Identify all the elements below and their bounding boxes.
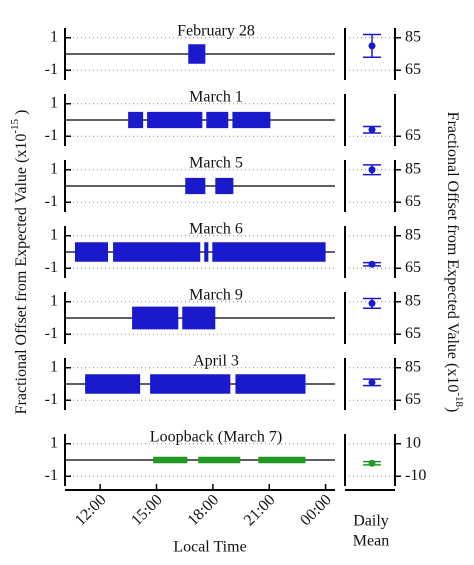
data-cluster — [235, 374, 306, 394]
data-cluster — [198, 456, 241, 464]
mean-point — [368, 459, 376, 467]
x-tick-label: 15:00 — [128, 491, 166, 529]
mean-point — [368, 378, 376, 386]
x-axis-label: Local Time — [173, 539, 246, 556]
x-tick-label: 00:00 — [297, 491, 335, 529]
data-cluster — [132, 306, 179, 330]
y-axis-label-text: ) — [13, 110, 30, 119]
y-tick-label: 1 — [50, 28, 58, 45]
y2-tick-label: 65 — [405, 391, 421, 408]
y-tick-label: 1 — [50, 292, 58, 309]
panel-title: February 28 — [177, 23, 255, 40]
y-tick-label: 1 — [50, 94, 58, 111]
y2-axis-label-text: Fractional Offset from Expected Value (x… — [444, 112, 461, 393]
panel-title: March 5 — [189, 155, 243, 172]
y2-tick-label: 65 — [405, 61, 421, 78]
y2-tick-label: 65 — [405, 193, 421, 210]
y-tick-label: -1 — [45, 259, 58, 276]
x-tick-label: 18:00 — [184, 491, 222, 529]
mean-point — [368, 42, 376, 50]
y-tick-label: -1 — [45, 325, 58, 342]
y2-tick-label: 85 — [405, 226, 421, 243]
data-cluster — [204, 242, 209, 262]
y-axis-label: Fractional Offset from Expected Value (x… — [9, 110, 30, 415]
data-cluster — [258, 456, 306, 464]
mean-point — [368, 166, 376, 174]
data-cluster — [232, 111, 271, 129]
data-cluster — [153, 456, 188, 464]
y-tick-label: 1 — [50, 160, 58, 177]
y-tick-label: -1 — [45, 193, 58, 210]
panel-title: March 1 — [189, 89, 243, 106]
mean-point — [368, 299, 376, 307]
x-tick-label: 12:00 — [72, 491, 110, 529]
y-tick-label: -1 — [45, 391, 58, 408]
data-cluster — [128, 111, 144, 129]
y2-tick-label: 85 — [405, 160, 421, 177]
data-cluster — [74, 242, 109, 262]
data-cluster — [188, 44, 206, 64]
mean-label: Mean — [353, 533, 389, 550]
y2-tick-label: 85 — [405, 28, 421, 45]
panel-title: March 6 — [189, 221, 243, 238]
data-cluster — [113, 242, 201, 262]
y-tick-label: -1 — [45, 467, 58, 484]
y-tick-label: 1 — [50, 434, 58, 451]
y2-axis-label-text: ) — [444, 407, 461, 412]
y-tick-label: 1 — [50, 358, 58, 375]
panel-title: March 9 — [189, 287, 243, 304]
y2-tick-label: 65 — [405, 259, 421, 276]
data-cluster — [182, 306, 216, 330]
mean-label: Daily — [353, 513, 389, 530]
mean-point — [368, 126, 376, 134]
y2-tick-label: 85 — [405, 292, 421, 309]
y-tick-label: -1 — [45, 61, 58, 78]
y-axis-label-exponent: -15 — [9, 119, 21, 134]
y-tick-label: 1 — [50, 226, 58, 243]
panel-title: Loopback (March 7) — [150, 429, 282, 446]
data-cluster — [85, 374, 141, 394]
mean-point — [368, 260, 376, 268]
data-cluster — [215, 177, 234, 195]
x-tick-label: 21:00 — [241, 491, 279, 529]
y2-tick-label: 85 — [405, 358, 421, 375]
y-axis-label-text: Fractional Offset from Expected Value (x… — [13, 134, 30, 415]
y2-tick-label: 65 — [405, 325, 421, 342]
y-tick-label: -1 — [45, 127, 58, 144]
y2-axis-label: Fractional Offset from Expected Value (x… — [444, 112, 465, 413]
y2-tick-label: 65 — [405, 127, 421, 144]
data-cluster — [147, 111, 203, 129]
data-cluster — [150, 374, 231, 394]
y2-axis-label-exponent: -18 — [453, 392, 465, 407]
y2-tick-label: -10 — [405, 467, 426, 484]
data-cluster — [185, 177, 206, 195]
y2-tick-label: 10 — [405, 434, 421, 451]
data-cluster — [212, 242, 326, 262]
panel-title: April 3 — [193, 353, 239, 370]
data-cluster — [206, 111, 229, 129]
